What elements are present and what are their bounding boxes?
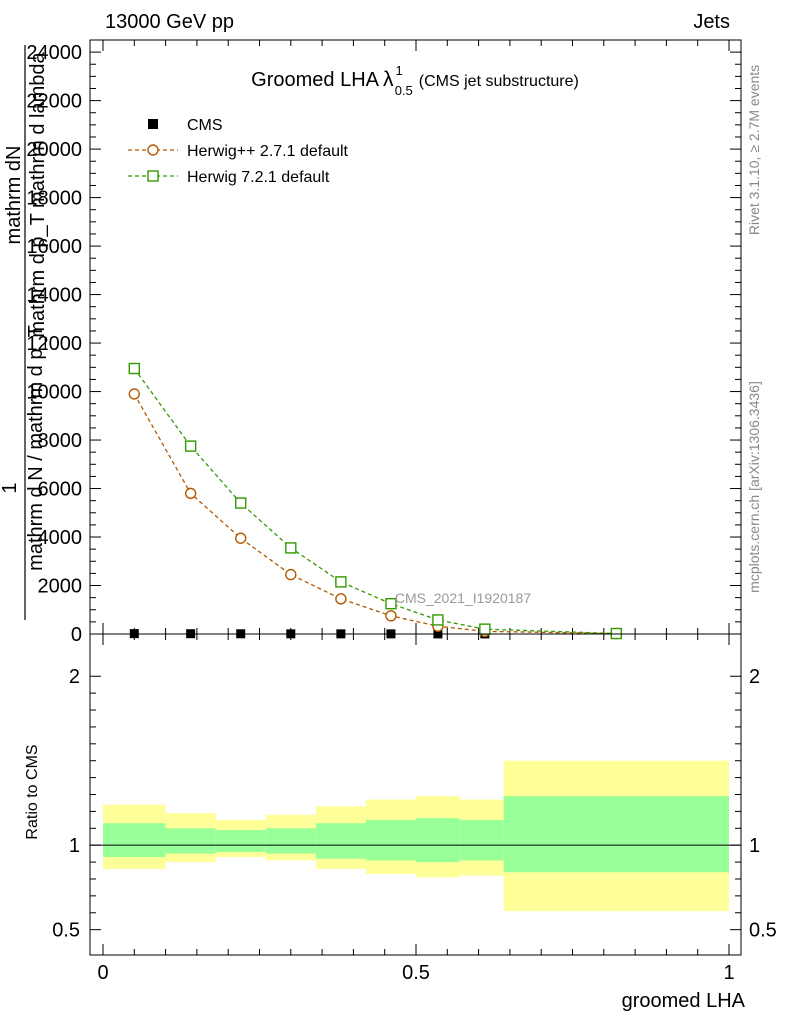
herwig7-point [335, 576, 347, 588]
ratio-xtick-label-0: 0 [97, 962, 108, 984]
plot-frames [89, 39, 742, 956]
main-plot-series [128, 362, 623, 640]
ylabel-one: 1 [0, 482, 21, 493]
legend-label-2: Herwig 7.2.1 default [187, 169, 330, 186]
ratio-band-inner-0 [103, 823, 166, 858]
main-y-axis-label: mathrm dN mathrm d p_T mathrm d lambda 1… [0, 45, 49, 620]
main-ytick-label-9: 18000 [26, 188, 82, 210]
ratio-plot-frame [89, 633, 742, 956]
ratio-ytick-label-right-0: 0.5 [749, 920, 777, 942]
main-ytick-label-10: 20000 [26, 139, 82, 161]
series-line-1 [133, 393, 617, 635]
herwigpp-point [184, 487, 197, 500]
legend: CMS Herwig++ 2.7.1 default Herwig 7.2.1 de… [128, 117, 349, 186]
herwig7-point [432, 614, 444, 626]
ratio-uncertainty-bands [90, 760, 741, 912]
ratio-ytick-label-right-2: 2 [749, 666, 760, 688]
herwig7-point [479, 623, 491, 635]
legend-label-1: Herwig++ 2.7.1 default [187, 143, 349, 160]
header-energy-label: 13000 GeV pp [105, 11, 234, 33]
main-ytick-label-6: 12000 [26, 333, 82, 355]
ratio-band-inner-5 [365, 819, 416, 861]
main-ytick-label-3: 6000 [38, 479, 83, 501]
herwig7-point [235, 497, 247, 509]
herwig7-point [385, 597, 397, 610]
main-ytick-label-12: 24000 [26, 42, 82, 64]
herwigpp-point [285, 568, 297, 581]
ratio-ytick-label-left-2: 2 [69, 666, 80, 688]
mcplots-credit-label: mcplots.cern.ch [arXiv:1306.3436] [746, 381, 762, 593]
main-ytick-label-2: 4000 [38, 527, 83, 549]
herwig7-point [184, 440, 197, 452]
ratio-band-inner-4 [315, 823, 366, 859]
herwigpp-point [385, 610, 397, 622]
x-axis-label: groomed LHA [622, 990, 746, 1012]
legend-marker-herwig7 [147, 170, 159, 182]
main-plot-title: Groomed LHA λ 1 0.5(CMS jet substructure) [251, 63, 579, 98]
main-axis-ticks: 0 2000 4000 6000 8000 10000 12000 14000 16000 180… [26, 40, 741, 955]
header-jets-label: Jets [693, 11, 730, 33]
ratio-axis-ticks: 0 0.5 1 0.5 0.5 1 1 2 2 [52, 666, 777, 984]
herwigpp-point [128, 388, 141, 400]
main-ytick-label-11: 22000 [26, 91, 82, 113]
ratio-ytick-label-left-0: 0.5 [52, 920, 80, 942]
ratio-band-inner-1 [165, 828, 216, 854]
ratio-band-inner-3 [265, 828, 316, 854]
rivet-version-label: Rivet 3.1.10, ≥ 2.7M events [746, 65, 762, 235]
main-ytick-label-0: 0 [71, 624, 82, 646]
legend-marker-herwigpp [147, 144, 159, 156]
main-ytick-label-1: 2000 [38, 576, 83, 598]
ratio-ytick-label-left-1: 1 [69, 835, 80, 857]
main-ytick-label-7: 14000 [26, 285, 82, 307]
ratio-band-inner-2 [215, 829, 266, 852]
ylabel-bottom: mathrm d N / mathrm d p_T [25, 325, 47, 571]
herwigpp-point [235, 532, 247, 544]
legend-label-0: CMS [187, 117, 223, 134]
ratio-band-inner-7 [459, 819, 504, 861]
main-ytick-label-5: 10000 [26, 382, 82, 404]
ratio-xtick-label-2: 1 [723, 962, 734, 984]
ratio-band-inner-8 [503, 796, 729, 873]
main-ytick-label-4: 8000 [38, 430, 83, 452]
ratio-y-axis-label: Ratio to CMS [24, 744, 41, 839]
ylabel-frac: mathrm d p_T mathrm d lambda [27, 51, 49, 337]
ylabel-top: mathrm dN [3, 146, 25, 245]
main-ytick-label-8: 16000 [26, 236, 82, 258]
herwig7-point [128, 362, 141, 375]
herwigpp-point [335, 593, 347, 605]
herwig7-point [285, 542, 297, 554]
series-line-2 [133, 368, 617, 635]
ratio-band-inner-6 [416, 818, 460, 863]
legend-marker-cms [148, 119, 158, 129]
ratio-xtick-label-1: 0.5 [402, 962, 430, 984]
analysis-watermark: CMS_2021_I1920187 [395, 590, 531, 606]
ratio-ytick-label-right-1: 1 [749, 835, 760, 857]
